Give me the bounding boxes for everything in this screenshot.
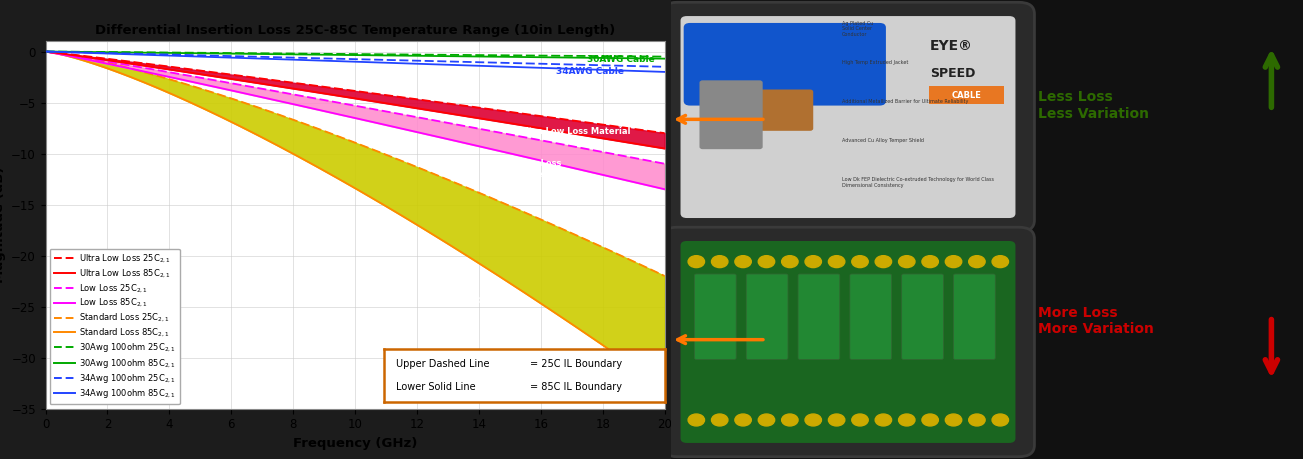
Text: Less Loss
Less Variation: Less Loss Less Variation <box>1037 90 1148 121</box>
Circle shape <box>688 256 705 268</box>
Text: Upper Dashed Line: Upper Dashed Line <box>396 358 489 369</box>
Circle shape <box>711 414 728 426</box>
Text: SPEED: SPEED <box>930 67 976 80</box>
Circle shape <box>992 256 1009 268</box>
Circle shape <box>923 414 938 426</box>
Circle shape <box>876 414 891 426</box>
Circle shape <box>876 256 891 268</box>
Text: Additional Metallized Barrier for Ultimate Reliability: Additional Metallized Barrier for Ultima… <box>842 99 968 104</box>
Title: Differential Insertion Loss 25C-85C Temperature Range (10in Length): Differential Insertion Loss 25C-85C Temp… <box>95 24 615 37</box>
FancyBboxPatch shape <box>700 80 762 149</box>
Text: CABLE: CABLE <box>952 90 981 100</box>
Text: Low Dk FEP Dielectric Co-extruded Technology for World Class
Dimensional Consist: Low Dk FEP Dielectric Co-extruded Techno… <box>842 177 994 188</box>
FancyBboxPatch shape <box>680 16 1015 218</box>
Circle shape <box>968 256 985 268</box>
Circle shape <box>852 256 868 268</box>
Circle shape <box>805 256 821 268</box>
Text: Advanced Cu Alloy Temper Shield: Advanced Cu Alloy Temper Shield <box>842 138 924 143</box>
Circle shape <box>688 414 705 426</box>
Text: = 25C IL Boundary: = 25C IL Boundary <box>530 358 623 369</box>
Circle shape <box>782 414 797 426</box>
Text: Lower Solid Line: Lower Solid Line <box>396 382 476 392</box>
FancyBboxPatch shape <box>662 2 1035 232</box>
FancyBboxPatch shape <box>662 227 1035 457</box>
Circle shape <box>735 414 752 426</box>
Circle shape <box>945 414 962 426</box>
Circle shape <box>992 414 1009 426</box>
FancyBboxPatch shape <box>694 274 736 359</box>
FancyBboxPatch shape <box>954 274 995 359</box>
Circle shape <box>968 414 985 426</box>
Circle shape <box>711 256 728 268</box>
Circle shape <box>899 414 915 426</box>
Text: High Temp Extruded Jacket: High Temp Extruded Jacket <box>842 60 908 65</box>
Y-axis label: Magnitude (dB): Magnitude (dB) <box>0 167 5 283</box>
Text: Standard Loss
Material: Standard Loss Material <box>433 295 511 318</box>
Circle shape <box>945 256 962 268</box>
Circle shape <box>923 256 938 268</box>
Circle shape <box>829 256 844 268</box>
Text: 34AWG Cable: 34AWG Cable <box>556 67 624 76</box>
Circle shape <box>852 414 868 426</box>
Legend: Ultra Low Loss 25C$_{2,1}$, Ultra Low Loss 85C$_{2,1}$, Low Loss 25C$_{2,1}$, Lo: Ultra Low Loss 25C$_{2,1}$, Ultra Low Lo… <box>50 249 180 404</box>
Circle shape <box>758 256 775 268</box>
Text: More Loss
More Variation: More Loss More Variation <box>1037 306 1153 336</box>
Text: Ag Plated Cu
Solid Center
Conductor: Ag Plated Cu Solid Center Conductor <box>842 21 873 37</box>
Text: = 85C IL Boundary: = 85C IL Boundary <box>530 382 622 392</box>
Circle shape <box>899 256 915 268</box>
Circle shape <box>805 414 821 426</box>
FancyBboxPatch shape <box>747 274 788 359</box>
FancyBboxPatch shape <box>797 274 839 359</box>
Text: 30AWG Cable: 30AWG Cable <box>588 55 655 63</box>
Text: Low Loss
Material: Low Loss Material <box>519 159 562 179</box>
FancyBboxPatch shape <box>684 23 886 106</box>
Circle shape <box>829 414 844 426</box>
FancyBboxPatch shape <box>902 274 943 359</box>
Circle shape <box>782 256 797 268</box>
Circle shape <box>735 256 752 268</box>
FancyBboxPatch shape <box>744 90 813 131</box>
FancyBboxPatch shape <box>929 86 1005 104</box>
FancyBboxPatch shape <box>850 274 891 359</box>
Text: EYE®: EYE® <box>930 39 973 53</box>
Circle shape <box>758 414 775 426</box>
X-axis label: Frequency (GHz): Frequency (GHz) <box>293 437 417 450</box>
FancyBboxPatch shape <box>680 241 1015 443</box>
Text: Ultra Low Loss Material: Ultra Low Loss Material <box>519 127 631 135</box>
